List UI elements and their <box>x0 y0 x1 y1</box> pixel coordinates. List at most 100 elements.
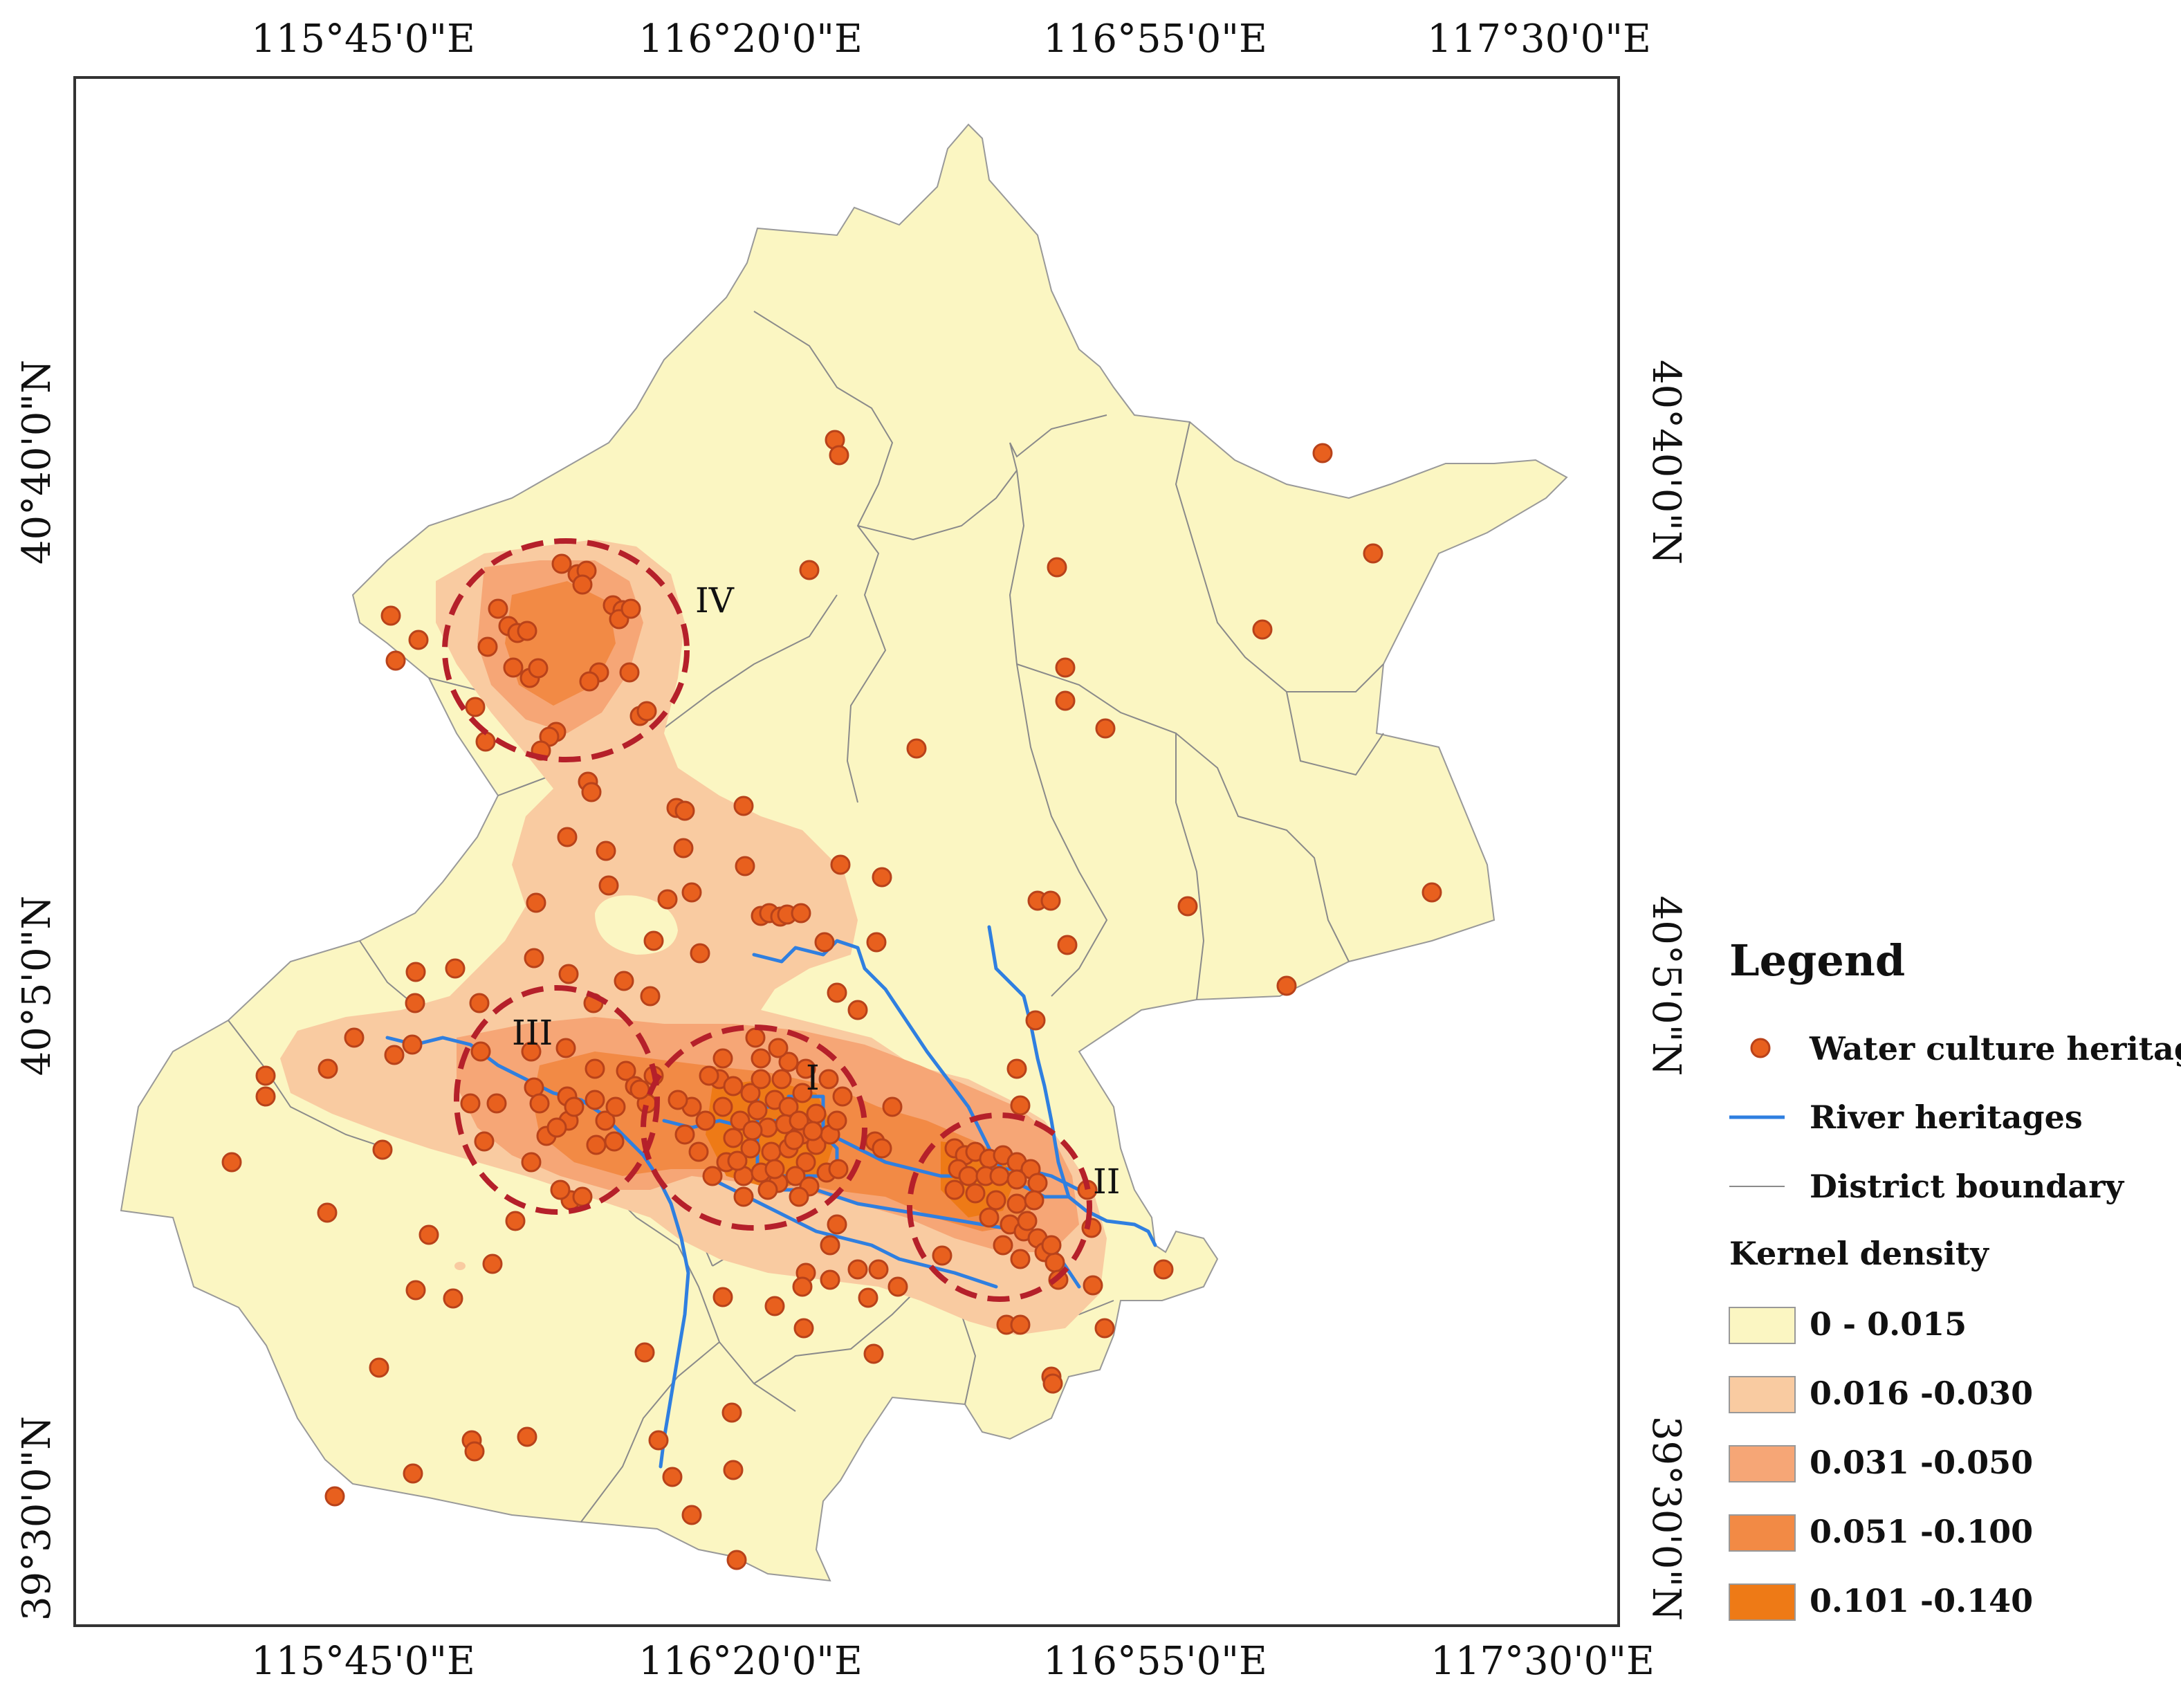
heritage-point <box>526 892 546 913</box>
heritage-point <box>1095 718 1116 739</box>
heritage-point <box>668 1090 688 1110</box>
right-lat-label-2: 40°5'0"N <box>1644 896 1688 1076</box>
heritage-point <box>872 1138 892 1159</box>
heritage-point <box>820 1235 840 1256</box>
heritage-point <box>344 1027 365 1048</box>
heritage-point <box>255 1086 276 1107</box>
heritage-point <box>1017 1211 1038 1231</box>
heritage-point <box>517 1426 537 1447</box>
heritage-point <box>517 621 537 641</box>
top-lon-label-4: 117°30'0"E <box>1427 17 1651 62</box>
heritage-point <box>546 1117 567 1138</box>
legend-density-swatch-5 <box>1729 1583 1796 1621</box>
left-lat-label-2: 40°5'0"N <box>15 896 59 1076</box>
heritage-point <box>640 986 661 1007</box>
legend: Legend Water culture heritage River heri… <box>1729 935 2181 1621</box>
heritage-point <box>802 1121 823 1141</box>
heritage-point <box>818 1069 839 1090</box>
heritage-point <box>1010 1249 1031 1269</box>
cluster-circle-ii <box>907 1112 1092 1302</box>
heritage-point <box>1055 657 1076 678</box>
river-south-branch <box>703 1174 998 1289</box>
legend-density-swatch-1 <box>1729 1307 1796 1344</box>
heritage-point <box>733 796 754 816</box>
heritage-point <box>1006 1169 1027 1190</box>
heritage-point <box>477 636 498 657</box>
heritage-point <box>965 1183 986 1204</box>
heritage-point <box>757 1179 778 1200</box>
bottom-lon-label-2: 116°20'0"E <box>638 1639 863 1684</box>
heritage-point <box>712 1048 733 1069</box>
heritage-point <box>445 958 466 979</box>
heritage-point <box>1276 975 1297 996</box>
heritage-point <box>634 1342 655 1363</box>
heritage-point <box>712 1096 733 1117</box>
heritage-point <box>596 841 616 861</box>
heritage-point <box>747 1100 768 1121</box>
heritage-point <box>474 1131 495 1152</box>
heritage-point <box>551 553 572 574</box>
heritage-point <box>745 1027 766 1048</box>
top-lon-label-3: 116°55'0"E <box>1043 17 1267 62</box>
heritage-point <box>723 1076 744 1096</box>
heritage-point <box>792 1276 813 1297</box>
heritage-point <box>872 867 892 888</box>
heritage-point <box>799 560 820 580</box>
heritage-point <box>1010 1095 1031 1116</box>
heritage-point <box>944 1179 965 1200</box>
heritage-point <box>681 1505 702 1525</box>
heritage-point <box>827 1110 847 1131</box>
heritage-point <box>1421 882 1442 903</box>
heritage-point <box>764 1159 785 1179</box>
top-lon-label-1: 115°45'0"E <box>251 17 475 62</box>
heritage-point <box>814 932 835 953</box>
heritage-point <box>820 1269 840 1290</box>
heritage-point <box>906 738 927 759</box>
heritage-point <box>673 838 694 858</box>
heritage-point <box>1040 890 1061 911</box>
legend-density-label-2: 0.016 -0.030 <box>1810 1375 2033 1412</box>
left-lat-label-1: 40°40'0"N <box>15 360 59 564</box>
heritage-point <box>993 1235 1013 1256</box>
heritage-point <box>989 1166 1010 1186</box>
heritage-point <box>1006 1058 1027 1079</box>
heritage-point <box>605 1096 626 1117</box>
heritage-point <box>858 1287 878 1308</box>
right-lat-label-3: 39°30'0"N <box>1644 1416 1688 1621</box>
heritage-point <box>712 1287 733 1307</box>
heritage-point <box>795 1152 816 1173</box>
heritage-point <box>550 1179 571 1200</box>
heritage-point <box>384 1045 405 1065</box>
heritage-point <box>882 1096 903 1117</box>
heritage-point <box>1027 1173 1048 1193</box>
heritage-point <box>403 1463 423 1484</box>
heritage-point <box>657 889 678 910</box>
heritage-point <box>528 658 549 679</box>
heritage-point <box>475 731 496 752</box>
heritage-point <box>555 1038 576 1058</box>
heritage-point <box>695 1110 716 1131</box>
heritage-point <box>740 1083 761 1103</box>
heritage-point <box>1025 1010 1046 1031</box>
heritage-point <box>1252 619 1273 640</box>
heritage-point <box>1177 896 1198 917</box>
heritage-point <box>761 1141 782 1162</box>
heritage-point <box>405 1280 426 1301</box>
heritage-point <box>723 1460 744 1480</box>
heritage-point <box>1042 1373 1063 1394</box>
study-area-base <box>120 123 1568 1582</box>
heritage-point <box>380 605 401 626</box>
heritage-point <box>847 1259 868 1280</box>
left-lat-label-3: 39°30'0"N <box>15 1416 59 1621</box>
heritage-point <box>614 971 634 991</box>
legend-boundary-label: District boundary <box>1810 1168 2124 1205</box>
heritage-point <box>1010 1314 1031 1335</box>
heritage-point <box>829 445 849 466</box>
legend-density-label-5: 0.101 -0.140 <box>1810 1582 2033 1619</box>
heritage-point <box>620 598 641 619</box>
density-speck <box>454 1262 466 1270</box>
cluster-circle-iii <box>454 985 660 1215</box>
heritage-point <box>585 1058 605 1079</box>
heritage-point <box>688 1141 709 1162</box>
